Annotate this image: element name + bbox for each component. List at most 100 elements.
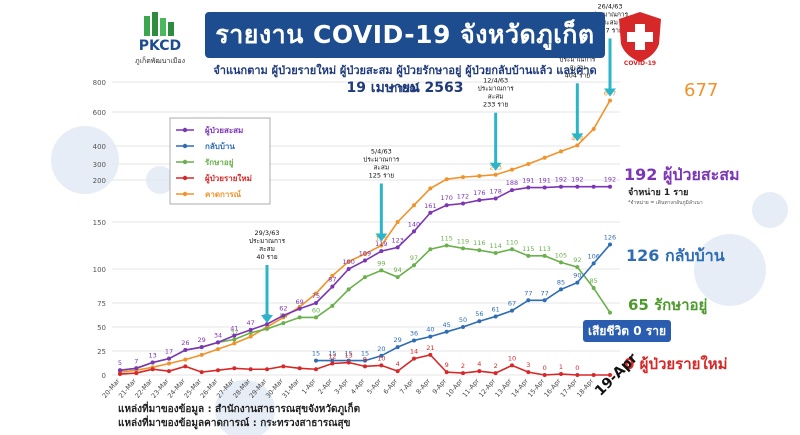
data-point-recovered	[314, 358, 318, 363]
callout-text: 404 ราย	[565, 71, 591, 79]
pkcd-logo-text: PKCD	[138, 38, 182, 54]
y-tick-label: 25	[97, 348, 106, 356]
data-label-new_cases: 3	[526, 361, 530, 369]
data-label-cumulative: 34	[214, 331, 222, 339]
source-line-2: แหล่งที่มาของข้อมูลคาดการณ์ : กระทรวงสาธ…	[118, 418, 351, 429]
y-tick-label: 100	[93, 266, 106, 274]
pkcd-logo: PKCD ภูเก็ตพัฒนาเมือง	[130, 8, 190, 70]
data-point-cumulative	[379, 249, 384, 254]
data-point-in_treatment	[575, 265, 580, 270]
data-point-forecast	[232, 341, 237, 346]
y-tick-label: 600	[93, 109, 106, 117]
data-point-new_cases	[559, 372, 563, 377]
data-point-new_cases	[461, 371, 465, 376]
data-label-recovered: 77	[541, 289, 549, 297]
data-label-new_cases: 21	[426, 344, 434, 352]
data-point-forecast	[608, 98, 612, 103]
data-point-cumulative	[542, 185, 547, 190]
callout-arrow-head-icon	[489, 162, 502, 171]
data-label-new_cases: 13	[345, 352, 353, 360]
data-label-new_cases: 2	[494, 362, 498, 370]
data-point-recovered	[428, 334, 433, 339]
y-tick-label: 50	[97, 324, 106, 332]
data-point-in_treatment	[444, 243, 449, 248]
data-label-cumulative: 140	[408, 220, 420, 228]
cumulative-note: จำหน่าย 1 ราย	[628, 188, 689, 198]
data-label-recovered: 15	[328, 350, 336, 358]
x-tick-label: 8-Apr	[414, 377, 432, 396]
data-point-recovered	[379, 353, 384, 358]
data-point-in_treatment	[346, 287, 351, 292]
deaths-badge: เสียชีวิต 0 ราย	[583, 320, 671, 342]
data-point-new_cases	[493, 371, 498, 376]
data-point-cumulative	[559, 184, 563, 189]
data-label-recovered: 15	[345, 350, 353, 358]
data-point-new_cases	[330, 361, 335, 366]
data-point-new_cases	[608, 373, 612, 377]
data-point-in_treatment	[591, 286, 596, 291]
data-label-in_treatment: 110	[506, 238, 518, 246]
covid-center-logo: COVID-19	[615, 10, 665, 67]
data-point-forecast	[346, 259, 351, 264]
data-point-in_treatment	[542, 253, 547, 258]
data-label-new_cases: 10	[377, 354, 385, 362]
data-point-forecast	[542, 155, 547, 160]
legend-marker-new_cases	[182, 175, 188, 181]
data-label-cumulative: 119	[375, 240, 387, 248]
data-label-cumulative: 26	[181, 339, 189, 347]
x-tick-label: 3-Apr	[333, 377, 351, 396]
data-point-in_treatment	[477, 248, 482, 253]
data-label-recovered: 61	[492, 305, 500, 313]
virus-decoration-2	[694, 234, 766, 306]
callout-arrow-head-icon	[261, 315, 273, 323]
data-point-recovered	[526, 298, 531, 303]
callout-text: สะสม	[602, 18, 618, 26]
y-tick-label: 150	[93, 219, 106, 227]
data-point-cumulative	[444, 203, 449, 208]
legend-marker-cumulative	[182, 127, 188, 133]
data-label-recovered: 36	[410, 329, 418, 337]
data-point-new_cases	[363, 364, 367, 369]
data-point-in_treatment	[265, 326, 269, 331]
y-tick-label: 400	[93, 143, 106, 151]
data-label-cumulative: 17	[165, 348, 173, 356]
data-point-cumulative	[461, 201, 465, 206]
data-point-cumulative	[297, 306, 302, 311]
data-point-in_treatment	[526, 253, 531, 258]
data-point-cumulative	[591, 184, 596, 189]
data-point-new_cases	[199, 370, 204, 375]
data-point-forecast	[493, 172, 498, 177]
title-banner: รายงาน COVID-19 จังหวัดภูเก็ต	[205, 12, 605, 58]
data-label-in_treatment: 60	[312, 306, 320, 314]
virus-decoration-0	[51, 126, 119, 194]
callout-text: ประมาณการ	[363, 156, 400, 164]
data-label-cumulative: 172	[457, 193, 469, 201]
legend: ผู้ป่วยสะสมกลับบ้านรักษาอยู่ผู้ป่วยรายให…	[169, 117, 271, 205]
pkcd-logo-icon	[130, 8, 190, 70]
data-point-forecast	[559, 149, 563, 154]
x-tick-label: 31-Mar	[280, 377, 301, 400]
data-point-recovered	[477, 319, 482, 324]
data-point-in_treatment	[510, 247, 514, 252]
new-cases-summary: 0 ผู้ป่วยรายใหม่	[624, 355, 728, 373]
data-label-new_cases: 0	[543, 364, 547, 372]
legend-label-new_cases: ผู้ป่วยรายใหม่	[205, 173, 252, 184]
data-label-recovered: 106	[587, 252, 599, 260]
data-point-forecast	[526, 162, 531, 166]
data-point-in_treatment	[248, 330, 253, 335]
data-label-cumulative: 41	[230, 325, 238, 333]
data-label-new_cases: 14	[410, 348, 418, 356]
data-label-cumulative: 161	[424, 202, 436, 210]
callout-text: 12/4/63	[483, 77, 508, 85]
data-point-cumulative	[216, 340, 220, 345]
data-point-forecast	[216, 347, 220, 352]
data-point-forecast	[461, 175, 465, 180]
data-label-new_cases: 10	[508, 354, 516, 362]
data-point-cumulative	[428, 210, 433, 215]
callout-text: 29/3/63	[254, 229, 279, 237]
callout-text: 233 ราย	[483, 101, 509, 109]
callout-text: 40 ราย	[256, 253, 277, 261]
data-point-recovered	[444, 329, 449, 334]
y-tick-label: 75	[97, 300, 106, 308]
